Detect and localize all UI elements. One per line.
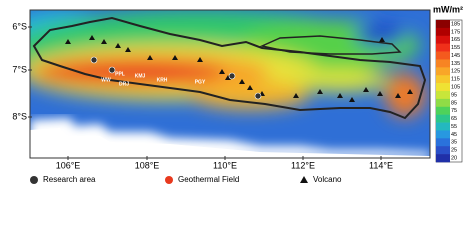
volcano-symbol (219, 69, 225, 74)
colorbar-segment (436, 106, 450, 115)
volcano-symbol (395, 93, 401, 98)
volcano-symbol (225, 75, 231, 80)
map-frame (29, 9, 431, 159)
colorbar-segment (436, 27, 450, 37)
colorbar-tick-label: 135 (451, 61, 460, 67)
colorbar-tick-label: 125 (451, 69, 460, 75)
colorbar-tick-label: 185 (451, 21, 460, 27)
colorbar-segment (436, 122, 450, 131)
colorbar-segment (436, 35, 450, 44)
field-label: DRJ (119, 81, 129, 87)
heat-map (30, 10, 430, 158)
lat-label: 8°S (12, 111, 27, 121)
colorbar-tick-label: 175 (451, 29, 460, 35)
research-area (108, 66, 116, 74)
volcano-symbol (407, 89, 413, 94)
java-outline (32, 16, 427, 120)
volcano-symbol (239, 79, 245, 84)
colorbar-tick-label: 25 (451, 148, 457, 154)
legend-symbol (165, 176, 173, 184)
colorbar-segment (436, 83, 450, 92)
lon-label: 114°E (369, 160, 393, 170)
volcano-symbol (337, 93, 343, 98)
colorbar-segment (436, 146, 450, 155)
lon-label: 106°E (56, 160, 81, 170)
colorbar-segment (436, 43, 450, 52)
colorbar-segment (436, 51, 450, 60)
volcano-symbol (89, 35, 95, 40)
field-label: PPL (115, 71, 125, 77)
page: mW/m² 6°S 7°S 8°S 106°E 108°E 110°E 112°E 114°E… (12, 4, 463, 185)
madura-outline (259, 35, 402, 55)
colorbar-tick-label: 55 (451, 124, 457, 130)
colorbar-tick-label: 85 (451, 100, 457, 106)
colorbar-segment (436, 138, 450, 147)
volcano-symbol (101, 39, 107, 44)
colorbar-segment (436, 20, 450, 29)
colorbar-tick-label: 95 (451, 92, 457, 98)
colorbar-tick-label: 65 (451, 116, 457, 122)
lat-label: 7°S (12, 64, 27, 74)
research-area (254, 92, 262, 100)
colorbar-segment (436, 67, 450, 76)
colorbar-segment (436, 75, 450, 84)
volcano-symbol (147, 55, 153, 60)
colorbar-segment (436, 114, 450, 123)
volcano-symbol (115, 43, 121, 48)
research-area (228, 72, 236, 80)
colorbar-tick-label: 105 (451, 85, 460, 91)
legend-symbol (300, 176, 308, 183)
lon-label: 110°E (213, 160, 237, 170)
legend-label: Research area (43, 175, 96, 184)
field-label: PGY (195, 79, 206, 85)
colorbar-tick-label: 165 (451, 37, 460, 43)
field-label: KMJ (135, 73, 146, 79)
research-area (90, 56, 98, 64)
legend-symbol (30, 176, 38, 184)
volcano-symbol (125, 47, 131, 52)
field-label: WW (101, 77, 111, 83)
colorbar-tick-label: 45 (451, 132, 457, 138)
colorbar-tick-label: 155 (451, 45, 460, 51)
volcano-symbol (317, 89, 323, 94)
colorbar-segment (436, 98, 450, 108)
volcano-symbol (349, 97, 355, 102)
lon-label: 108°E (135, 160, 160, 170)
volcano-symbol (65, 39, 71, 44)
volcano-symbol (172, 55, 178, 60)
colorbar-segment (436, 130, 450, 139)
volcano-symbol (247, 85, 253, 90)
legend-label: Volcano (313, 175, 342, 184)
colorbar-tick-label: 75 (451, 108, 457, 114)
colorbar-segment (436, 59, 450, 68)
map-figure: mW/m² 6°S 7°S 8°S 106°E 108°E 110°E 112°E 114°E… (12, 4, 463, 184)
colorbar-tick-label: 115 (451, 77, 460, 83)
colorbar-tick-label: 20 (451, 156, 457, 162)
colorbar-tick-label: 35 (451, 140, 457, 146)
volcano-symbol (197, 57, 203, 62)
colorbar-tick-label: 145 (451, 53, 460, 59)
volcano-symbol (379, 37, 385, 42)
colorbar-segment (436, 91, 450, 100)
lat-label: 6°S (12, 21, 27, 31)
lon-label: 112°E (291, 160, 315, 170)
field-label: KRH (157, 77, 168, 83)
volcano-symbol (293, 93, 299, 98)
volcano-symbol (363, 87, 369, 92)
volcano-symbol (377, 91, 383, 96)
colorbar-unit: mW/m² (433, 4, 463, 14)
colorbar-segment (436, 154, 450, 163)
legend-label: Geothermal Field (178, 175, 239, 184)
